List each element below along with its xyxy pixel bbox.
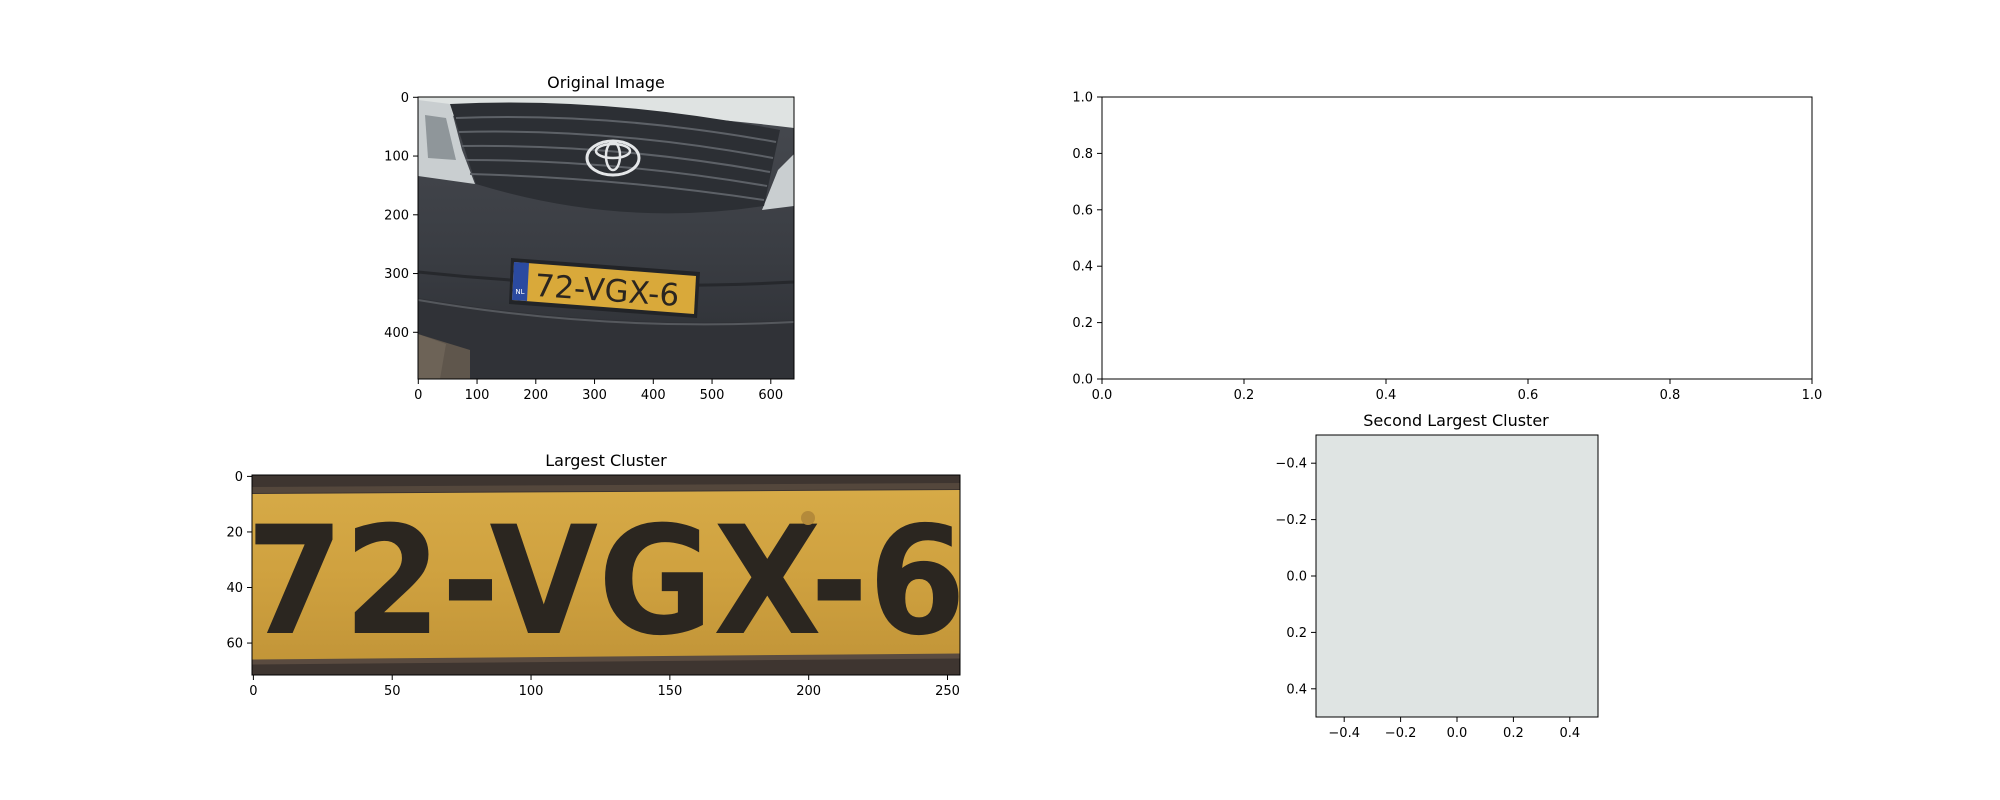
second-xtick-label: 0.4 xyxy=(1559,726,1580,741)
largest-ytick-label: 60 xyxy=(226,637,243,652)
second-xtick-label: −0.2 xyxy=(1385,726,1417,741)
cluster-plate-text: 72-VGX-6 xyxy=(246,495,966,669)
second-ytick-label: −0.4 xyxy=(1275,457,1307,472)
panel-original-image: Original Image xyxy=(384,73,795,403)
ticks-empty: 0.0 0.2 0.4 0.6 0.8 1.0 0.0 0.2 0.4 0.6 0.8 1.0 xyxy=(1072,91,1822,404)
second-xtick-label: 0.0 xyxy=(1447,726,1468,741)
right-headlight xyxy=(762,154,794,210)
ticks-original: 0 100 200 300 400 500 600 0 100 200 300 400 xyxy=(384,91,783,403)
empty-ytick-label: 0.2 xyxy=(1072,316,1093,331)
empty-xtick-label: 0.2 xyxy=(1234,388,1255,403)
empty-ytick-label: 0.0 xyxy=(1072,373,1093,388)
panel-title-largest: Largest Cluster xyxy=(545,451,667,470)
empty-xtick-label: 0.0 xyxy=(1092,388,1113,403)
original-ytick-label: 300 xyxy=(384,267,409,282)
second-ytick-label: −0.2 xyxy=(1275,513,1307,528)
second-xtick-label: 0.2 xyxy=(1503,726,1524,741)
license-plate: NL 72-VGX-6 xyxy=(509,258,700,318)
original-image-content: NL 72-VGX-6 xyxy=(418,97,794,379)
axes-frame-largest xyxy=(251,474,961,676)
second-ytick-label: 0.2 xyxy=(1286,626,1307,641)
panel-empty-axes: 0.0 0.2 0.4 0.6 0.8 1.0 0.0 0.2 0.4 0.6 0.8 1.0 xyxy=(1072,91,1822,404)
panel-title-original: Original Image xyxy=(547,73,665,92)
panel-title-second: Second Largest Cluster xyxy=(1363,411,1549,430)
original-xtick-label: 300 xyxy=(582,388,607,403)
largest-xtick-label: 50 xyxy=(384,684,401,699)
original-ytick-label: 0 xyxy=(401,91,409,106)
original-xtick-label: 500 xyxy=(700,388,725,403)
empty-xtick-label: 1.0 xyxy=(1802,388,1823,403)
largest-ytick-label: 0 xyxy=(235,470,243,485)
original-ytick-label: 100 xyxy=(384,150,409,165)
plate-country-code: NL xyxy=(515,288,524,296)
axes-frame-original xyxy=(417,96,795,380)
original-xtick-label: 600 xyxy=(758,388,783,403)
cluster-plate-yellow xyxy=(252,490,960,662)
plate-yellow xyxy=(512,262,696,314)
empty-xtick-label: 0.8 xyxy=(1660,388,1681,403)
original-xtick-label: 0 xyxy=(414,388,422,403)
largest-cluster-image: 72-VGX-6 xyxy=(246,475,966,675)
panel-largest-cluster: Largest Cluster 72-VGX-6 0 50 100 150 200 250… xyxy=(226,451,966,699)
empty-ytick-label: 1.0 xyxy=(1072,91,1093,106)
ticks-second: −0.4 −0.2 0.0 0.2 0.4 −0.4 −0.2 0.0 0.2 0.4 xyxy=(1275,457,1580,741)
toyota-logo xyxy=(585,139,641,177)
original-ytick-label: 400 xyxy=(384,326,409,341)
original-ytick-label: 200 xyxy=(384,208,409,223)
second-xtick-label: −0.4 xyxy=(1328,726,1360,741)
second-cluster-pixel xyxy=(1316,435,1598,717)
original-xtick-label: 200 xyxy=(523,388,548,403)
largest-ytick-label: 40 xyxy=(226,581,243,596)
empty-ytick-label: 0.8 xyxy=(1072,147,1093,162)
largest-xtick-label: 100 xyxy=(519,684,544,699)
second-ytick-label: 0.0 xyxy=(1286,570,1307,585)
largest-xtick-label: 200 xyxy=(796,684,821,699)
plate-eu-band xyxy=(512,262,529,301)
empty-xtick-label: 0.6 xyxy=(1518,388,1539,403)
ticks-largest: 0 50 100 150 200 250 0 20 40 60 xyxy=(226,470,959,699)
largest-xtick-label: 150 xyxy=(657,684,682,699)
original-xtick-label: 400 xyxy=(641,388,666,403)
largest-ytick-label: 20 xyxy=(226,525,243,540)
empty-xtick-label: 0.4 xyxy=(1376,388,1397,403)
second-ytick-label: 0.4 xyxy=(1286,682,1307,697)
empty-ytick-label: 0.6 xyxy=(1072,203,1093,218)
largest-xtick-label: 250 xyxy=(935,684,960,699)
largest-xtick-label: 0 xyxy=(249,684,257,699)
panel-second-cluster: Second Largest Cluster −0.4 −0.2 0.0 0.2 0.4… xyxy=(1275,411,1599,741)
axes-frame-empty xyxy=(1101,96,1813,380)
original-xtick-label: 100 xyxy=(465,388,490,403)
empty-ytick-label: 0.4 xyxy=(1072,260,1093,275)
